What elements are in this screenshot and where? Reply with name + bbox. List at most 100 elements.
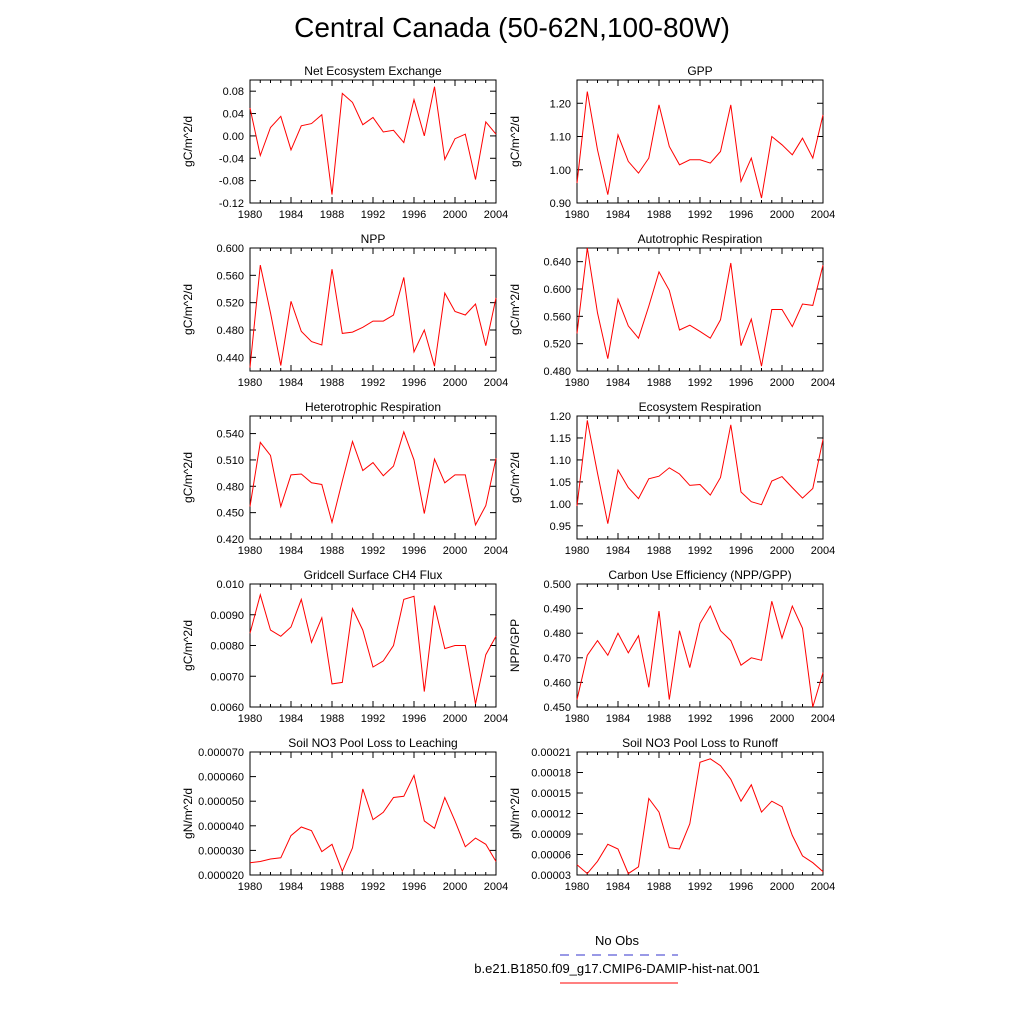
y-axis-label: gC/m^2/d bbox=[181, 284, 195, 335]
y-tick-label: 0.0080 bbox=[210, 641, 244, 653]
x-tick-label: 1996 bbox=[729, 713, 753, 725]
x-tick-label: 2004 bbox=[484, 713, 508, 725]
x-tick-label: 1984 bbox=[279, 545, 303, 557]
chart-title: Gridcell Surface CH4 Flux bbox=[304, 568, 443, 582]
x-tick-label: 2000 bbox=[770, 881, 794, 893]
x-tick-label: 2000 bbox=[443, 713, 467, 725]
legend bbox=[560, 954, 678, 984]
y-tick-label: 0.00 bbox=[223, 131, 244, 143]
y-tick-label: 1.20 bbox=[550, 411, 571, 423]
x-tick-label: 1980 bbox=[565, 713, 589, 725]
series-line bbox=[576, 601, 824, 708]
chart-panel-5: Heterotrophic Respiration gC/m^2/d 1980 198… bbox=[181, 400, 508, 557]
x-tick-label: 1988 bbox=[647, 377, 671, 389]
x-tick-label: 2004 bbox=[484, 377, 508, 389]
figure-title: Central Canada (50-62N,100-80W) bbox=[294, 12, 730, 43]
x-tick-label: 2000 bbox=[770, 377, 794, 389]
chart-title: Ecosystem Respiration bbox=[639, 400, 762, 414]
y-tick-label: 0.000040 bbox=[198, 821, 244, 833]
chart-title: Soil NO3 Pool Loss to Leaching bbox=[288, 736, 457, 750]
x-tick-label: 1984 bbox=[279, 377, 303, 389]
y-tick-label: 0.480 bbox=[216, 481, 244, 493]
x-tick-label: 1984 bbox=[606, 713, 630, 725]
chart-title: GPP bbox=[687, 64, 712, 78]
y-tick-label: 0.0090 bbox=[210, 610, 244, 622]
y-tick-label: 0.480 bbox=[543, 366, 571, 378]
series-line bbox=[576, 420, 824, 524]
x-tick-label: 1988 bbox=[320, 545, 344, 557]
y-tick-label: 0.450 bbox=[216, 508, 244, 520]
y-tick-label: 1.00 bbox=[550, 165, 571, 177]
x-tick-label: 1996 bbox=[402, 377, 426, 389]
y-tick-label: 0.470 bbox=[543, 653, 571, 665]
y-tick-label: 1.00 bbox=[550, 499, 571, 511]
chart-panel-10: Soil NO3 Pool Loss to Runoff gN/m^2/d 1980… bbox=[508, 736, 835, 893]
plot-frame bbox=[576, 247, 824, 372]
x-tick-label: 2004 bbox=[484, 209, 508, 221]
series-line bbox=[576, 758, 824, 875]
y-tick-label: 0.00003 bbox=[531, 870, 571, 882]
x-tick-label: 1996 bbox=[729, 377, 753, 389]
y-tick-label: 1.20 bbox=[550, 98, 571, 110]
x-tick-label: 1988 bbox=[647, 545, 671, 557]
x-tick-label: 1988 bbox=[647, 209, 671, 221]
x-tick-label: 1980 bbox=[238, 881, 262, 893]
x-tick-label: 2004 bbox=[484, 545, 508, 557]
x-tick-label: 1992 bbox=[688, 377, 712, 389]
plot-frame bbox=[576, 415, 824, 540]
x-tick-label: 1996 bbox=[402, 209, 426, 221]
x-tick-label: 1992 bbox=[688, 713, 712, 725]
y-tick-label: 0.00018 bbox=[531, 768, 571, 780]
chart-panel-6: Ecosystem Respiration gC/m^2/d 1980 1984 198… bbox=[508, 400, 835, 557]
y-tick-label: 0.460 bbox=[543, 677, 571, 689]
x-tick-label: 2000 bbox=[443, 881, 467, 893]
x-tick-label: 1984 bbox=[606, 209, 630, 221]
plot-frame bbox=[249, 751, 497, 876]
plot-frame bbox=[576, 583, 824, 708]
y-tick-label: 0.00012 bbox=[531, 809, 571, 821]
y-tick-label: 0.90 bbox=[550, 198, 571, 210]
y-tick-label: 0.000060 bbox=[198, 772, 244, 784]
x-tick-label: 1980 bbox=[565, 545, 589, 557]
chart-title: Soil NO3 Pool Loss to Runoff bbox=[622, 736, 779, 750]
series-line bbox=[249, 264, 497, 368]
x-tick-label: 1992 bbox=[688, 545, 712, 557]
chart-title: Autotrophic Respiration bbox=[638, 232, 763, 246]
y-tick-label: 0.500 bbox=[543, 579, 571, 591]
y-tick-label: 0.000020 bbox=[198, 870, 244, 882]
x-tick-label: 1992 bbox=[361, 545, 385, 557]
chart-panel-3: NPP gC/m^2/d 1980 1984 1988 1992 1996 2000 2004 0… bbox=[181, 232, 508, 389]
y-tick-label: 0.600 bbox=[216, 243, 244, 255]
x-tick-label: 1996 bbox=[729, 209, 753, 221]
x-tick-label: 2004 bbox=[811, 209, 835, 221]
y-tick-label: 0.480 bbox=[543, 628, 571, 640]
series-line bbox=[249, 430, 497, 527]
x-tick-label: 1984 bbox=[279, 209, 303, 221]
series-line bbox=[249, 86, 497, 195]
y-axis-label: gN/m^2/d bbox=[181, 788, 195, 839]
y-tick-label: 0.00009 bbox=[531, 829, 571, 841]
x-tick-label: 1980 bbox=[238, 545, 262, 557]
series-line bbox=[249, 592, 497, 705]
x-tick-label: 1996 bbox=[729, 881, 753, 893]
x-tick-label: 1988 bbox=[320, 377, 344, 389]
x-tick-label: 1980 bbox=[238, 713, 262, 725]
y-tick-label: 0.08 bbox=[223, 86, 244, 98]
y-axis-label: gC/m^2/d bbox=[508, 452, 522, 503]
x-tick-label: 2004 bbox=[811, 377, 835, 389]
y-tick-label: 0.420 bbox=[216, 534, 244, 546]
y-tick-label: 0.0070 bbox=[210, 671, 244, 683]
y-axis-label: gC/m^2/d bbox=[181, 116, 195, 167]
chart-panel-1: Net Ecosystem Exchange gC/m^2/d 1980 1984 19… bbox=[181, 64, 508, 221]
plot-frame bbox=[249, 415, 497, 540]
x-tick-label: 1984 bbox=[279, 881, 303, 893]
y-axis-label: NPP/GPP bbox=[508, 619, 522, 672]
y-tick-label: -0.04 bbox=[219, 153, 244, 165]
plot-frame bbox=[249, 247, 497, 372]
x-tick-label: 2000 bbox=[443, 209, 467, 221]
y-tick-label: -0.08 bbox=[219, 176, 244, 188]
x-tick-label: 2004 bbox=[811, 713, 835, 725]
chart-title: NPP bbox=[361, 232, 386, 246]
y-tick-label: 0.540 bbox=[216, 429, 244, 441]
y-tick-label: 0.450 bbox=[543, 702, 571, 714]
